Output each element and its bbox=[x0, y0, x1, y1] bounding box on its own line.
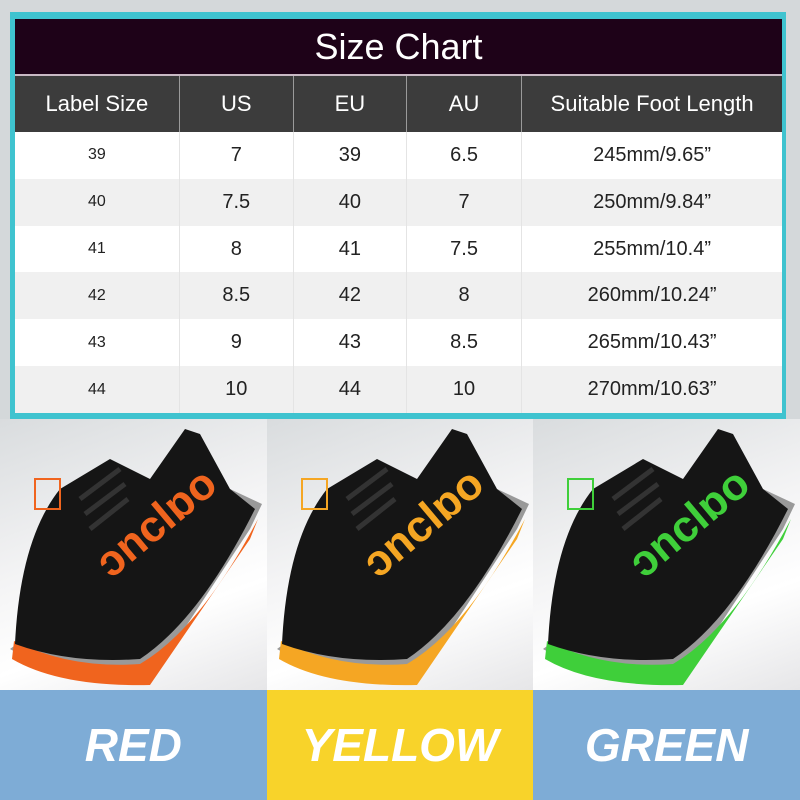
size-chart-title: Size Chart bbox=[15, 19, 782, 76]
table-row: 42 8.5 42 8 260mm/10.24” bbox=[15, 272, 782, 320]
table-cell: 6.5 bbox=[406, 132, 523, 179]
table-cell: 255mm/10.4” bbox=[593, 237, 711, 260]
table-cell: 40 bbox=[293, 178, 407, 226]
table-cell: 8.5 bbox=[406, 319, 523, 367]
table-cell: 39 bbox=[293, 132, 407, 179]
shoe-image-yellow: ɔnclɒo bbox=[266, 419, 534, 690]
table-cell: 7.5 bbox=[179, 178, 294, 226]
table-cell: 8 bbox=[406, 272, 523, 320]
sneaker-illustration: ɔnclɒo bbox=[276, 429, 529, 686]
table-cell: 245mm/9.65” bbox=[593, 143, 711, 166]
shoe-image-red: ɔnclɒo bbox=[0, 419, 267, 690]
column-header: Label Size bbox=[15, 76, 180, 132]
table-cell: 41 bbox=[15, 225, 180, 273]
size-table: Label Size US EU AU Suitable Foot Length 39 7… bbox=[15, 76, 782, 413]
color-labels: RED YELLOW GREEN bbox=[0, 690, 800, 800]
size-chart: Size Chart Label Size US EU AU Suitable Foot… bbox=[10, 12, 786, 419]
column-header: Suitable Foot Length bbox=[521, 76, 782, 132]
table-cell: 44 bbox=[293, 366, 407, 413]
color-label-green: GREEN bbox=[533, 690, 800, 800]
table-cell: 7 bbox=[406, 178, 523, 226]
table-cell: 40 bbox=[15, 178, 180, 226]
table-cell: 9 bbox=[179, 319, 294, 367]
table-cell: 41 bbox=[293, 225, 407, 273]
table-cell: 10 bbox=[406, 366, 523, 413]
table-row: 43 9 43 8.5 265mm/10.43” bbox=[15, 319, 782, 367]
table-cell: 7 bbox=[179, 132, 294, 179]
table-cell: 42 bbox=[293, 272, 407, 320]
table-row: 44 10 44 10 270mm/10.63” bbox=[15, 366, 782, 413]
table-cell: 8.5 bbox=[179, 272, 294, 320]
table-cell: 10 bbox=[179, 366, 294, 413]
table-cell: 260mm/10.24” bbox=[521, 272, 782, 320]
column-header: AU bbox=[406, 76, 523, 132]
table-row: 41 8 41 7.5 255mm/10.4” bbox=[15, 225, 782, 273]
color-label-yellow: YELLOW bbox=[266, 690, 534, 800]
table-cell: 8 bbox=[179, 225, 294, 273]
sneaker-illustration: ɔnclɒo bbox=[10, 429, 262, 686]
table-cell: 39 bbox=[15, 132, 180, 179]
table-cell: 7.5 bbox=[406, 225, 523, 273]
column-header: US bbox=[179, 76, 294, 132]
table-cell: 265mm/10.43” bbox=[587, 331, 717, 354]
color-label-red: RED bbox=[0, 690, 267, 800]
table-cell: 42 bbox=[15, 272, 180, 320]
table-cell: 250mm/9.84” bbox=[521, 178, 782, 226]
table-cell: 44 bbox=[15, 366, 180, 413]
table-cell: 43 bbox=[293, 319, 407, 367]
table-cell: 43 bbox=[15, 319, 180, 367]
table-cell: 270mm/10.63” bbox=[521, 366, 782, 413]
shoe-image-green: ɔnclɒo bbox=[533, 419, 800, 690]
shoe-gallery: ɔnclɒo ɔnclɒo ɔnclɒo bbox=[0, 419, 800, 690]
table-row: 40 7.5 40 7 250mm/9.84” bbox=[15, 178, 782, 226]
table-row: 39 7 39 6.5 245mm/9.65” bbox=[15, 132, 782, 179]
column-header: EU bbox=[293, 76, 407, 132]
sneaker-illustration: ɔnclɒo bbox=[543, 429, 796, 686]
